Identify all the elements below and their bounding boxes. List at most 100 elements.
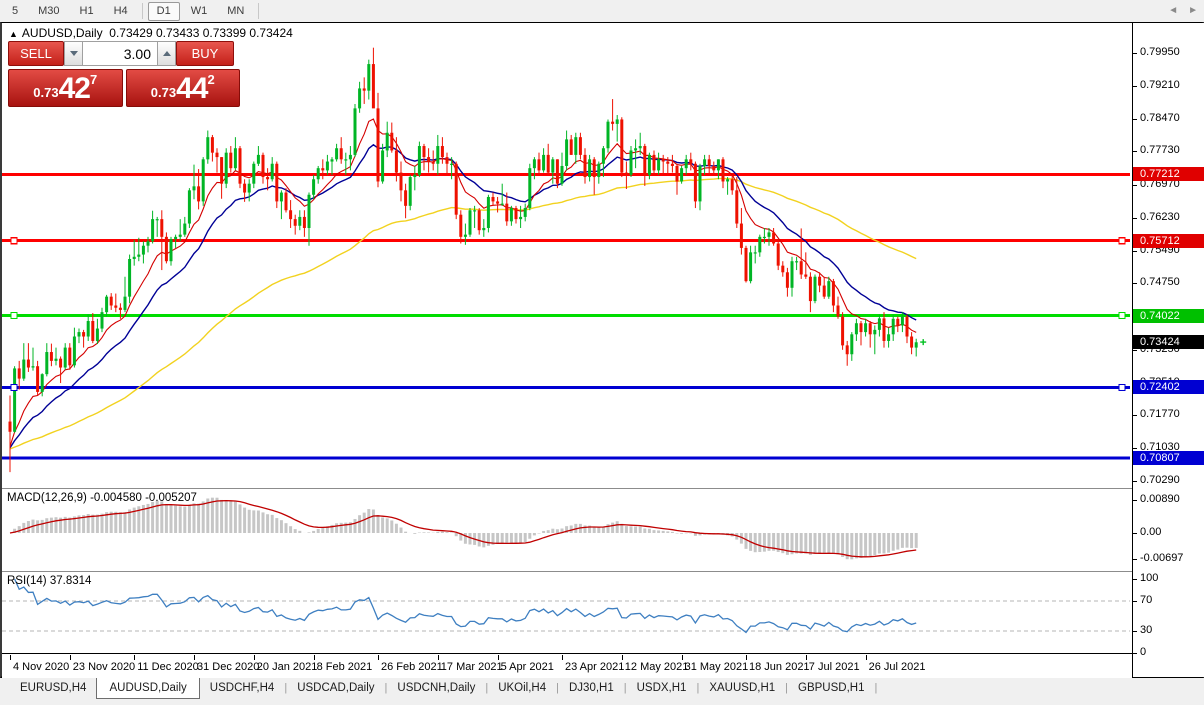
macd-tick-mark [1133,558,1137,560]
chart-tab-eurusd[interactable]: EURUSD,H4 [20,682,87,694]
chart-title: ▲ AUDUSD,Daily 0.73429 0.73433 0.73399 0.… [9,26,293,40]
price-level-tag: 0.73424 [1133,335,1204,350]
rsi-tick-label: 70 [1140,594,1153,607]
date-tick-mark [497,655,499,660]
tab-scroll-nav: ◄ ► [1168,5,1198,16]
date-tick-label: 12 May 2021 [624,661,689,673]
macd-panel[interactable]: MACD(12,26,9) -0.004580 -0.005207 [2,490,1130,571]
price-level-tag: 0.70807 [1133,451,1204,466]
price-tick-label: 0.71770 [1140,408,1180,421]
arrow-up-icon [162,51,171,56]
macd-canvas[interactable] [2,490,1130,571]
price-tick-label: 0.77730 [1140,144,1180,157]
chart-tab-usdx[interactable]: USDX,H1 [636,682,687,694]
price-tick-mark [1133,283,1137,285]
period-button-d1[interactable]: D1 [147,1,180,21]
chart-window: ▲ AUDUSD,Daily 0.73429 0.73433 0.73399 0.… [0,22,1204,679]
date-tick-label: 31 May 2021 [684,661,749,673]
price-tick-label: 0.76230 [1140,210,1180,223]
sell-price-panel[interactable]: 0.73 42 7 [8,69,123,107]
date-tick-label: 26 Feb 2021 [381,661,443,673]
period-button-h1[interactable]: H1 [79,4,94,17]
arrow-down-icon [69,51,78,56]
tab-scroll-right-icon[interactable]: ► [1188,5,1198,16]
period-button-5[interactable]: 5 [12,4,19,17]
rsi-canvas[interactable] [2,573,1130,653]
date-tick-mark [194,655,195,660]
macd-tick-label: 0.00890 [1140,492,1180,505]
date-tick-mark [865,655,867,660]
sell-price-pips: 42 [58,72,91,105]
date-tick-label: 7 Jul 2021 [808,661,860,673]
date-tick-mark [378,655,379,660]
main-chart-canvas[interactable] [2,23,1130,488]
date-tick-mark [621,655,623,660]
rsi-tick-mark [1133,601,1137,603]
toolbar-separator [141,3,143,19]
date-tick-label: 23 Apr 2021 [565,661,625,673]
date-tick-label: 8 Feb 2021 [316,661,373,673]
chart-tab-audusd[interactable]: AUDUSD,Daily [96,678,200,699]
macd-tick-mark [1133,533,1137,534]
tab-separator: | [696,682,700,694]
price-tick-label: 0.79950 [1140,46,1180,58]
period-button-h4[interactable]: H4 [113,4,128,17]
date-axis-border [2,653,1132,656]
date-tick-mark [681,655,683,660]
price-tick-mark [1133,151,1137,153]
chart-tab-gbpusd[interactable]: GBPUSD,H1 [798,682,865,694]
price-tick-mark [1133,415,1137,417]
rsi-tick-label: 0 [1140,646,1147,658]
date-tick-label: 20 Jan 2021 [256,661,318,673]
price-tick-mark [1133,250,1137,252]
volume-decrease-button[interactable] [64,41,83,66]
buy-button[interactable]: BUY [176,41,234,66]
period-button-m30[interactable]: M30 [38,4,60,17]
period-button-w1[interactable]: W1 [190,4,208,17]
panel-divider[interactable] [2,571,1132,574]
sell-button[interactable]: SELL [8,41,64,66]
price-tick-mark [1133,53,1137,54]
date-tick-mark [253,655,255,660]
date-axis[interactable]: 4 Nov 2020 23 Nov 2020 11 Dec 2020 31 Dec 2… [2,655,1132,679]
date-tick-mark [746,655,747,660]
volume-increase-button[interactable] [157,41,176,66]
rsi-label: RSI(14) 37.8314 [7,575,92,587]
price-tick-mark [1133,448,1137,450]
collapse-triangle-icon[interactable]: ▲ [9,29,18,39]
chart-tab-usdcad[interactable]: USDCAD,Daily [297,682,375,694]
macd-label: MACD(12,26,9) -0.004580 -0.005207 [7,492,197,504]
price-tick-mark [1133,118,1137,120]
buy-price-base: 0.73 [150,85,177,100]
period-toolbar: 5 M30 H1 H4 D1 W1 MN [0,0,1204,22]
tab-separator: | [284,682,288,694]
price-tick-label: 0.79210 [1140,78,1180,91]
rsi-tick-mark [1133,630,1137,632]
price-level-tag: 0.72402 [1133,380,1204,395]
chart-tab-usdcnh[interactable]: USDCNH,Daily [397,682,476,694]
chart-tab-usdchf[interactable]: USDCHF,H4 [209,682,275,694]
volume-input[interactable] [83,41,157,66]
tab-separator: | [874,682,878,694]
chart-ohlc: 0.73429 0.73433 0.73399 0.73424 [109,26,293,40]
chart-tab-dj30[interactable]: DJ30,H1 [569,682,614,694]
price-tick-mark [1133,349,1137,351]
date-tick-label: 23 Nov 2020 [72,661,136,673]
tab-separator: | [485,682,489,694]
tab-scroll-left-icon[interactable]: ◄ [1168,5,1179,16]
chart-symbol: AUDUSD,Daily [21,26,103,40]
chart-tab-ukoil[interactable]: UKOil,H4 [498,682,547,694]
rsi-tick-label: 30 [1140,623,1153,636]
rsi-panel[interactable]: RSI(14) 37.8314 [2,573,1130,653]
macd-tick-label: -0.00697 [1140,551,1184,564]
price-axis[interactable]: 0.79950 0.79210 0.78470 0.77730 0.76970 0.762… [1132,23,1204,677]
period-button-mn[interactable]: MN [227,4,245,17]
price-level-tag: 0.77212 [1133,167,1204,182]
rsi-tick-label: 100 [1140,572,1159,584]
buy-price-panel[interactable]: 0.73 44 2 [125,69,240,107]
rsi-tick-mark [1133,579,1137,580]
panel-divider[interactable] [2,488,1132,491]
date-tick-mark [562,655,563,660]
chart-tab-xauusd[interactable]: XAUUSD,H1 [709,682,776,694]
